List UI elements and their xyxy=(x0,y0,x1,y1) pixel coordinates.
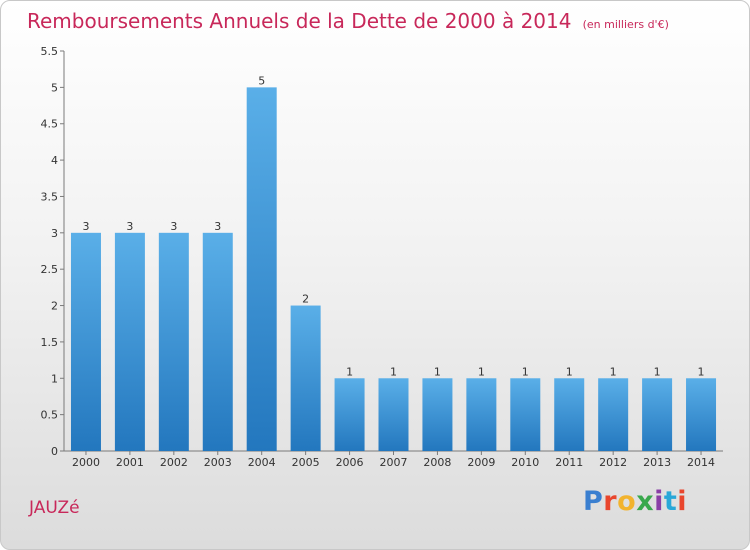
y-tick-label: 3.5 xyxy=(41,190,59,203)
y-tick-label: 5.5 xyxy=(41,45,59,58)
x-tick-label: 2003 xyxy=(204,456,232,469)
bar-value-label: 1 xyxy=(698,365,705,378)
bar xyxy=(114,232,145,451)
x-tick-label: 2011 xyxy=(555,456,583,469)
x-tick-label: 2010 xyxy=(511,456,539,469)
commune-name: JAUZé xyxy=(29,498,80,518)
logo-letter: P xyxy=(583,486,604,517)
x-tick-label: 2000 xyxy=(72,456,100,469)
logo-letter: r xyxy=(603,486,618,517)
bar xyxy=(686,378,717,451)
logo-letter: i xyxy=(677,486,688,517)
bar-value-label: 1 xyxy=(566,365,573,378)
bar-value-label: 5 xyxy=(258,74,265,87)
bar xyxy=(642,378,673,451)
x-tick-label: 2005 xyxy=(292,456,320,469)
bar xyxy=(334,378,365,451)
x-tick-label: 2008 xyxy=(423,456,451,469)
x-tick-label: 2012 xyxy=(599,456,627,469)
bar xyxy=(422,378,453,451)
bar-value-label: 3 xyxy=(170,220,177,233)
x-tick-label: 2009 xyxy=(467,456,495,469)
logo-letter: t xyxy=(663,486,678,517)
bar-value-label: 3 xyxy=(82,220,89,233)
bar-value-label: 3 xyxy=(214,220,221,233)
x-tick-label: 2014 xyxy=(687,456,715,469)
x-tick-label: 2004 xyxy=(248,456,276,469)
proxiti-logo: Proxiti xyxy=(583,486,687,517)
bar xyxy=(378,378,409,451)
bar-value-label: 2 xyxy=(302,293,309,306)
x-tick-label: 2002 xyxy=(160,456,188,469)
bar xyxy=(70,232,101,451)
bar xyxy=(598,378,629,451)
bar xyxy=(510,378,541,451)
chart-title-text: Remboursements Annuels de la Dette de 20… xyxy=(27,9,572,33)
y-tick-label: 1 xyxy=(51,372,58,385)
logo-letter: x xyxy=(636,486,655,517)
y-tick-label: 4 xyxy=(51,154,58,167)
x-tick-label: 2013 xyxy=(643,456,671,469)
logo-letter: o xyxy=(617,486,637,517)
x-tick-label: 2006 xyxy=(336,456,364,469)
bar-value-label: 1 xyxy=(654,365,661,378)
bar xyxy=(246,87,277,451)
bar xyxy=(290,305,321,451)
y-tick-label: 5 xyxy=(51,81,58,94)
bar-value-label: 1 xyxy=(478,365,485,378)
bar xyxy=(466,378,497,451)
bar-value-label: 1 xyxy=(346,365,353,378)
bar-value-label: 1 xyxy=(522,365,529,378)
bar xyxy=(158,232,189,451)
y-tick-label: 0.5 xyxy=(41,409,59,422)
bar-value-label: 3 xyxy=(126,220,133,233)
bar xyxy=(554,378,585,451)
x-tick-label: 2001 xyxy=(116,456,144,469)
y-tick-label: 0 xyxy=(51,445,58,458)
unit-note: (en milliers d'€) xyxy=(582,18,669,31)
bar-value-label: 1 xyxy=(434,365,441,378)
y-tick-label: 2.5 xyxy=(41,263,59,276)
logo-letter: i xyxy=(654,486,664,517)
y-tick-label: 4.5 xyxy=(41,118,59,131)
bar-value-label: 1 xyxy=(390,365,397,378)
bar-value-label: 1 xyxy=(610,365,617,378)
x-tick-label: 2007 xyxy=(380,456,408,469)
chart-title: Remboursements Annuels de la Dette de 20… xyxy=(27,9,669,33)
y-tick-label: 2 xyxy=(51,300,58,313)
y-tick-label: 1.5 xyxy=(41,336,59,349)
y-tick-label: 3 xyxy=(51,227,58,240)
bar xyxy=(202,232,233,451)
